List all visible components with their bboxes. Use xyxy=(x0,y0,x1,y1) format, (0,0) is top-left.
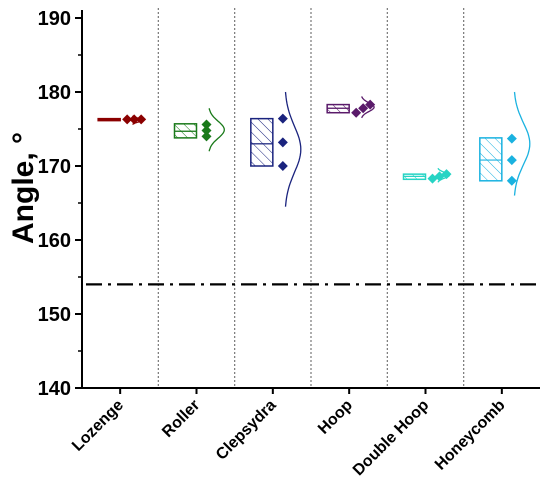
x-tick-label: Roller xyxy=(159,397,203,441)
y-tick-label: 140 xyxy=(38,378,71,400)
data-point xyxy=(506,133,517,144)
data-point xyxy=(201,131,212,142)
x-tick-label: Hoop xyxy=(315,397,356,438)
data-point xyxy=(277,161,288,171)
chart-marks xyxy=(97,91,531,207)
data-point xyxy=(358,103,369,114)
y-tick-label: 160 xyxy=(38,230,71,252)
distribution-curve xyxy=(284,91,302,207)
series-honeycomb xyxy=(479,91,531,196)
distribution-curve xyxy=(437,167,451,183)
data-point xyxy=(201,119,212,130)
y-tick-label: 150 xyxy=(38,304,71,326)
distribution-curve xyxy=(208,108,225,152)
x-tick-label: Double Hoop xyxy=(350,397,433,480)
data-point xyxy=(277,113,288,124)
y-tick-label: 180 xyxy=(38,82,71,104)
data-point xyxy=(506,155,517,166)
y-tick-label: 190 xyxy=(38,8,71,30)
x-tick-label: Honeycomb xyxy=(432,397,509,474)
x-tick-label: Lozenge xyxy=(69,397,127,455)
series-lozenge xyxy=(97,114,147,125)
series-double-hoop xyxy=(402,167,452,184)
x-tick-label: Clepsydra xyxy=(213,397,280,464)
data-point xyxy=(277,137,288,148)
category-separators xyxy=(157,8,465,388)
data-point xyxy=(351,107,362,118)
distribution-curve xyxy=(361,96,375,119)
y-tick-label: 170 xyxy=(38,156,71,178)
distribution-curve xyxy=(132,115,145,125)
axes: 140 150 160 170 180 190 Lozenge Roller Clepsydra… xyxy=(38,8,540,479)
series-clepsydra xyxy=(250,91,302,207)
data-point xyxy=(122,114,133,125)
y-axis-title: Angle, ° xyxy=(7,132,40,244)
box xyxy=(250,117,274,167)
data-point xyxy=(201,125,212,136)
box xyxy=(479,137,503,182)
data-point xyxy=(506,175,517,186)
series-roller xyxy=(173,108,225,152)
series-hoop xyxy=(326,96,376,119)
distribution-curve xyxy=(513,91,531,196)
